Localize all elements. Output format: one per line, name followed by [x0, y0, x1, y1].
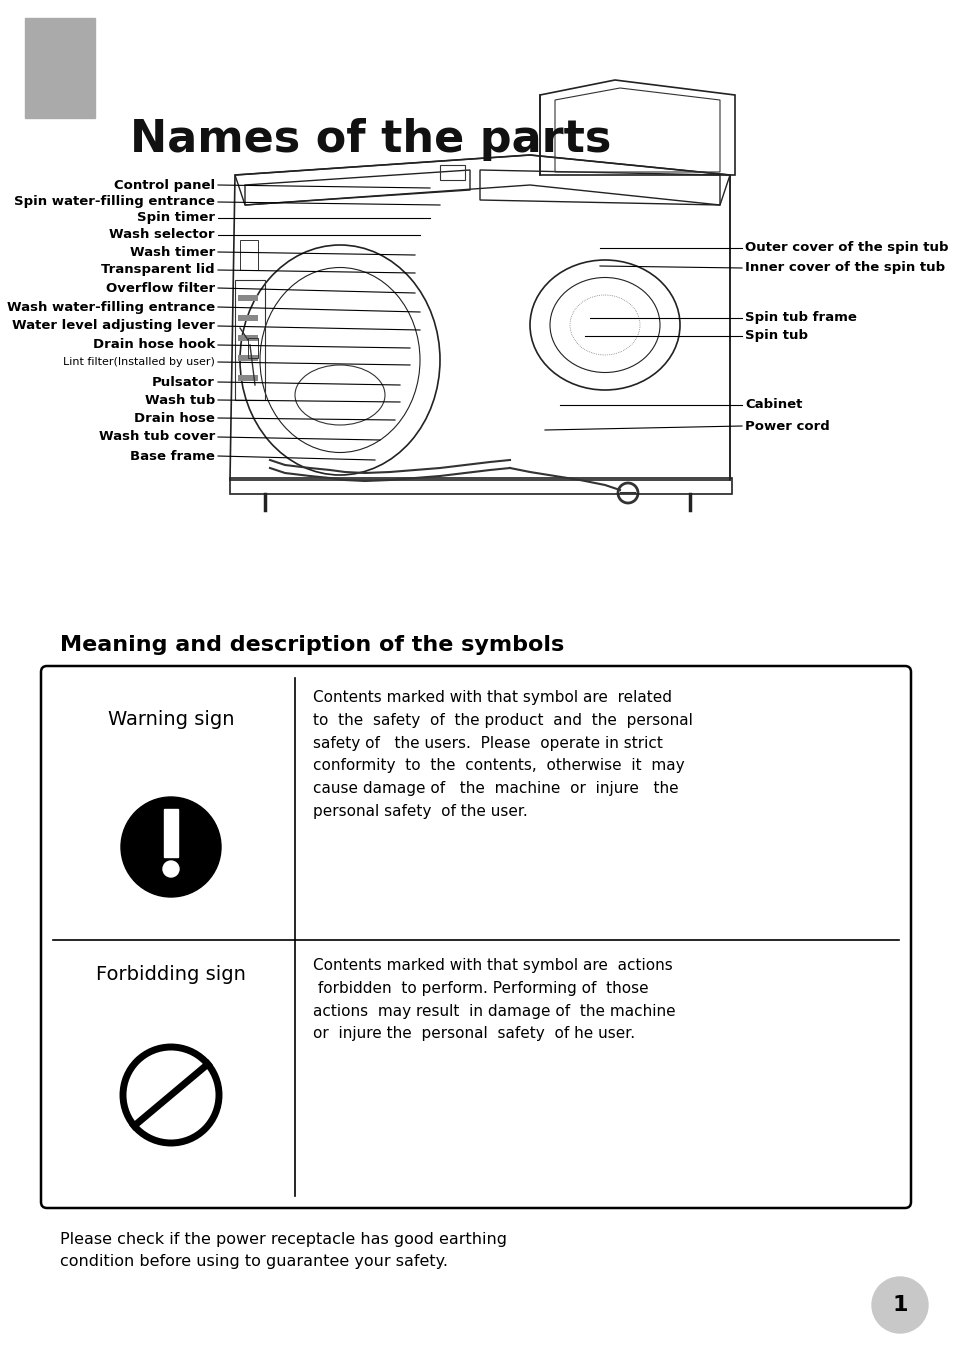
Text: Drain hose hook: Drain hose hook — [92, 338, 214, 352]
Text: Spin water-filling entrance: Spin water-filling entrance — [14, 195, 214, 209]
Text: Names of the parts: Names of the parts — [130, 118, 611, 161]
Text: Please check if the power receptacle has good earthing
condition before using to: Please check if the power receptacle has… — [60, 1232, 506, 1269]
Bar — [234, 280, 265, 399]
Text: 1: 1 — [891, 1294, 907, 1315]
Bar — [237, 315, 257, 321]
Text: Base frame: Base frame — [130, 450, 214, 463]
Bar — [237, 295, 257, 301]
Text: Overflow filter: Overflow filter — [106, 282, 214, 295]
Circle shape — [871, 1277, 927, 1332]
Text: Contents marked with that symbol are  related
to  the  safety  of  the product  : Contents marked with that symbol are rel… — [313, 691, 692, 819]
Text: Cabinet: Cabinet — [744, 398, 801, 412]
Bar — [439, 165, 464, 180]
Text: Power cord: Power cord — [744, 420, 829, 432]
Text: Spin timer: Spin timer — [137, 211, 214, 225]
Text: Spin tub frame: Spin tub frame — [744, 311, 856, 325]
Text: Warning sign: Warning sign — [108, 709, 234, 728]
Text: Wash water-filling entrance: Wash water-filling entrance — [7, 301, 214, 314]
Bar — [237, 375, 257, 380]
Text: Wash selector: Wash selector — [110, 229, 214, 241]
Text: Wash timer: Wash timer — [130, 245, 214, 259]
Circle shape — [163, 861, 179, 877]
Text: Water level adjusting lever: Water level adjusting lever — [12, 320, 214, 333]
Text: Lint filter(Installed by user): Lint filter(Installed by user) — [63, 357, 214, 367]
Bar — [25, 18, 95, 118]
Bar — [164, 808, 178, 857]
Bar — [248, 338, 257, 357]
Bar — [230, 478, 731, 494]
Text: Control panel: Control panel — [113, 179, 214, 191]
Text: Inner cover of the spin tub: Inner cover of the spin tub — [744, 261, 944, 275]
Text: Wash tub: Wash tub — [145, 394, 214, 406]
Text: Outer cover of the spin tub: Outer cover of the spin tub — [744, 241, 947, 255]
Text: Spin tub: Spin tub — [744, 329, 807, 343]
Text: Pulsator: Pulsator — [152, 375, 214, 389]
Bar — [237, 355, 257, 362]
Text: Forbidding sign: Forbidding sign — [96, 965, 246, 984]
Text: Transparent lid: Transparent lid — [101, 264, 214, 276]
Text: Meaning and description of the symbols: Meaning and description of the symbols — [60, 635, 563, 655]
Text: Wash tub cover: Wash tub cover — [99, 431, 214, 444]
Text: Contents marked with that symbol are  actions
 forbidden  to perform. Performing: Contents marked with that symbol are act… — [313, 959, 675, 1041]
Bar — [240, 240, 257, 269]
Bar — [237, 334, 257, 341]
Circle shape — [121, 798, 221, 896]
Text: Drain hose: Drain hose — [134, 412, 214, 425]
